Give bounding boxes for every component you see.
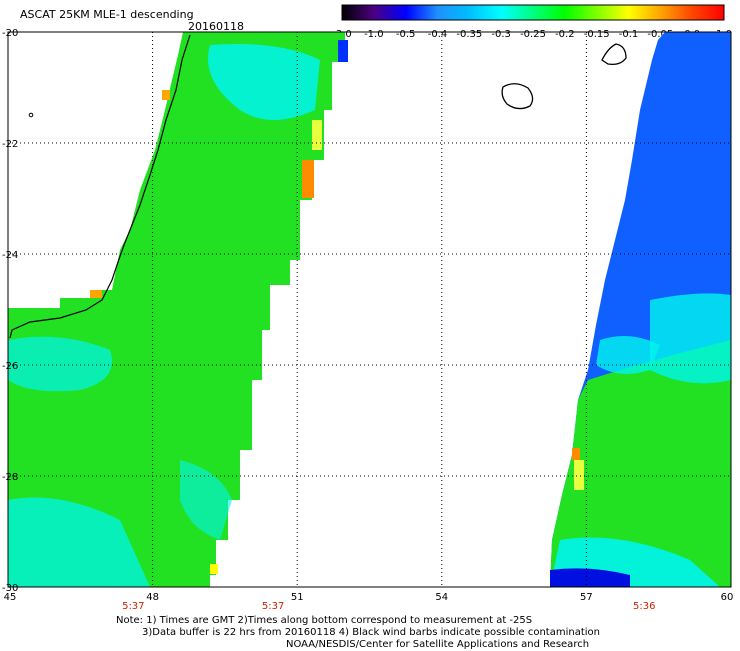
east-cyan-patch <box>596 336 660 374</box>
lon-tick-label: 57 <box>580 592 593 603</box>
lon-tick-label: 54 <box>435 592 448 603</box>
map-title: ASCAT 25KM MLE-1 descending <box>20 8 194 21</box>
colorbar-tick-label: -0.15 <box>584 29 610 40</box>
madagascar-coastline <box>9 34 191 339</box>
lat-tick-label: -28 <box>2 472 18 483</box>
colorbar-tick-label: -0.4 <box>428 29 448 40</box>
note-line-1: Note: 1) Times are GMT 2)Times along bot… <box>116 615 533 626</box>
west-cyan-patch <box>180 460 232 540</box>
lat-tick-label: -20 <box>2 28 18 39</box>
mauritius-island-outline <box>601 43 627 66</box>
west-cyan-patch <box>8 336 112 392</box>
time-label: 5:37 <box>122 601 144 612</box>
map-frame <box>7 31 732 588</box>
lat-tick-label: -30 <box>2 583 18 594</box>
lon-tick-label: 45 <box>4 592 17 603</box>
west-low-value <box>338 40 348 62</box>
east-high-value <box>572 448 580 460</box>
colorbar-gradient <box>341 4 725 21</box>
colorbar-tick-label: -0.1 <box>619 29 639 40</box>
map-date: 20160118 <box>188 20 244 33</box>
colorbar-tick-label: -0.25 <box>520 29 546 40</box>
east-cyan-patch <box>650 293 731 384</box>
note-line-2: 3)Data buffer is 22 hrs from 20160118 4)… <box>142 627 600 638</box>
colorbar-tick-label: -0.3 <box>491 29 511 40</box>
time-label: 5:37 <box>262 601 284 612</box>
lon-tick-label: 51 <box>291 592 304 603</box>
colorbar-tick-label: -0.5 <box>396 29 416 40</box>
lat-tick-label: -22 <box>2 139 18 150</box>
west-high-value <box>302 160 314 198</box>
reunion-island-outline <box>501 83 534 110</box>
west-high-value <box>90 290 102 298</box>
note-line-3: NOAA/NESDIS/Center for Satellite Applica… <box>286 639 590 650</box>
lat-tick-label: -26 <box>2 361 18 372</box>
colorbar-tick-label: -0.05 <box>647 29 673 40</box>
west-cyan-patch <box>208 44 320 120</box>
lat-tick-label: -24 <box>2 250 18 261</box>
east-low-value <box>550 568 630 587</box>
lon-tick-label: 60 <box>721 592 734 603</box>
time-label: 5:36 <box>633 601 655 612</box>
colorbar-tick-label: -0.35 <box>456 29 482 40</box>
west-high-value <box>312 120 322 150</box>
east-high-value <box>574 460 584 490</box>
west-high-value <box>162 90 170 100</box>
lon-tick-label: 48 <box>146 592 159 603</box>
notes: Note: 1) Times are GMT 2)Times along bot… <box>116 615 600 651</box>
wind-map: 45 48 51 54 57 60 -20 -22 -24 -26 -28 -30 5:37 5:37 5:… <box>2 28 734 612</box>
west-high-value <box>210 564 218 574</box>
west-cyan-patch <box>8 497 150 587</box>
east-green-region <box>550 340 731 587</box>
small-island <box>28 112 34 118</box>
colorbar-tick-label: -1.0 <box>364 29 384 40</box>
colorbar-tick-label: -0.2 <box>555 29 575 40</box>
west-swath <box>8 32 345 587</box>
